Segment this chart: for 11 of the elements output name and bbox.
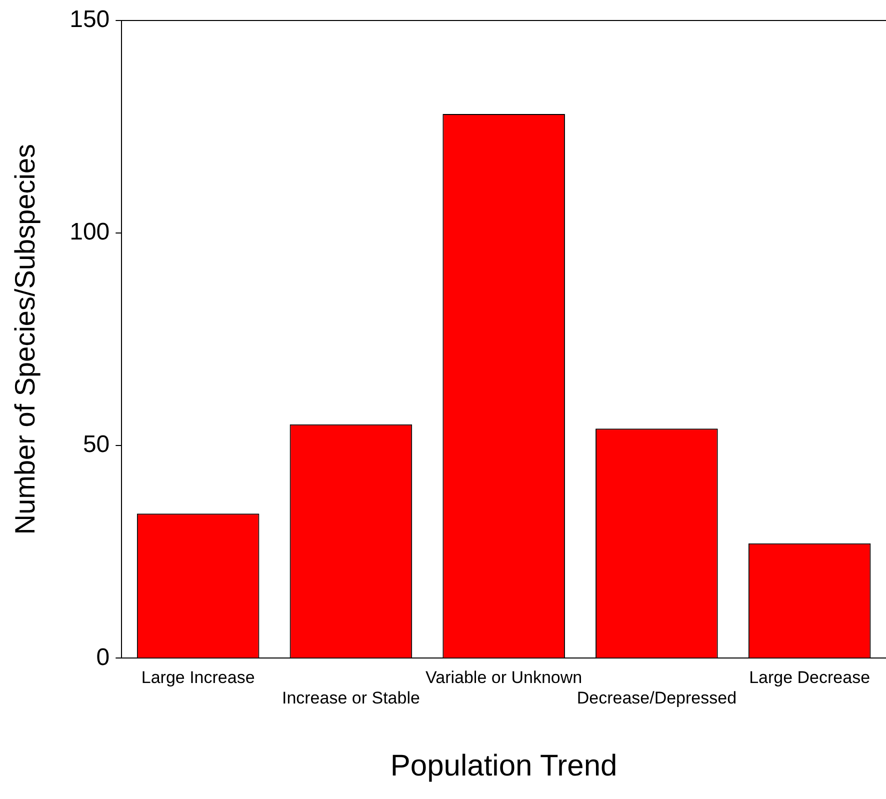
y-tick-label: 100 — [70, 218, 110, 246]
y-axis-title: Number of Species/Subspecies — [10, 144, 41, 535]
y-tick-label: 0 — [96, 644, 110, 671]
x-tick-label: Large Increase — [141, 668, 255, 688]
y-tick-label: 50 — [82, 431, 110, 458]
x-tick-label: Decrease/Depressed — [576, 688, 737, 708]
y-tick-label: 150 — [70, 6, 110, 34]
x-tick-label: Increase or Stable — [282, 688, 420, 708]
x-axis-title: Population Trend — [390, 749, 618, 782]
x-tick-label: Variable or Unknown — [426, 668, 582, 688]
x-tick-label: Large Decrease — [749, 668, 870, 688]
